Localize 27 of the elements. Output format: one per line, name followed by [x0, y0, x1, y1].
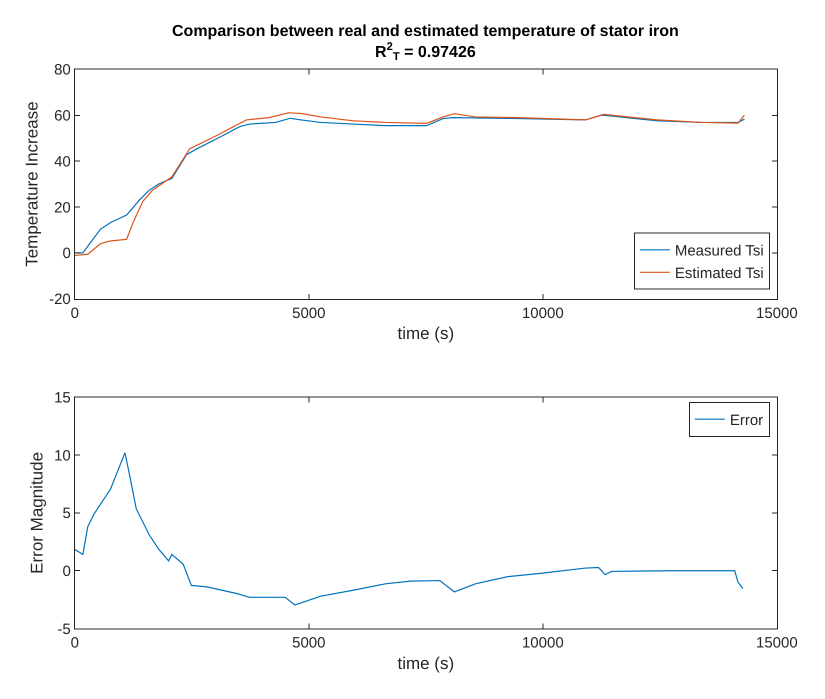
x-axis-title: time (s) [397, 654, 454, 673]
chart-subtitle: R$^{2}$$_{T}$ = 0.97426 [375, 41, 476, 64]
y-tick-label: 40 [54, 153, 71, 170]
y-axis-title: Temperature Increase [22, 101, 42, 267]
y-tick-label: 80 [54, 62, 71, 79]
y-tick-label: 15 [54, 390, 71, 407]
y-axis-title: Error Magnitude [28, 452, 47, 574]
legend-label: Error [730, 412, 764, 430]
y-tick-label: -5 [57, 620, 71, 638]
y-tick-label: 0 [62, 562, 71, 580]
x-tick-label: 15000 [756, 634, 798, 652]
x-tick-label: 10000 [522, 304, 564, 322]
legend-label: Measured Tsi [674, 242, 764, 260]
y-tick-label: 5 [62, 505, 71, 522]
x-axis-title: time (s) [397, 324, 454, 344]
x-tick-label: 15000 [756, 304, 798, 322]
line-series [74, 452, 744, 606]
y-tick-label: 20 [54, 199, 71, 216]
x-tick-label: 5000 [292, 304, 326, 322]
chart-title: Comparison between real and estimated temperature of stator iron [172, 23, 679, 40]
y-tick-label: 60 [54, 108, 71, 125]
legend-label: Estimated Tsi [674, 265, 764, 282]
y-tick-label: 0 [62, 245, 71, 262]
x-tick-label: 10000 [522, 634, 564, 652]
x-tick-label: 5000 [292, 634, 326, 652]
y-tick-label: 10 [54, 447, 71, 464]
y-tick-label: -20 [49, 291, 71, 308]
